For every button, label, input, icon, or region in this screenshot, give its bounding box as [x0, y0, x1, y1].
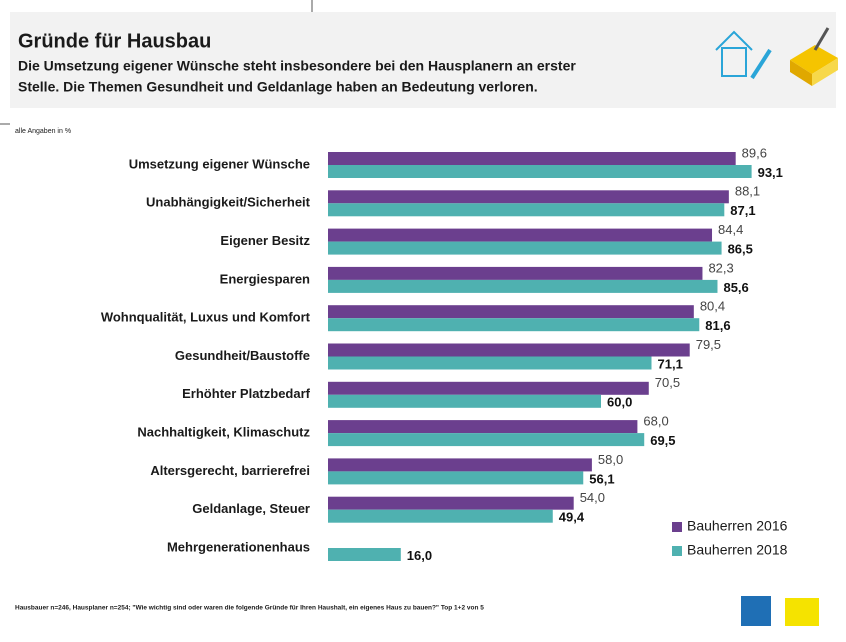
bar	[328, 458, 592, 472]
bar	[328, 394, 601, 408]
data-label: 89,6	[742, 145, 767, 160]
y-tick-label: Eigener Besitz	[220, 233, 310, 248]
bar	[328, 356, 652, 370]
legend-swatch	[672, 522, 682, 532]
icon-house	[715, 30, 772, 80]
data-label: 79,5	[696, 337, 721, 352]
data-label: 58,0	[598, 452, 623, 467]
bar	[328, 165, 752, 178]
data-label: 93,1	[758, 165, 783, 180]
y-tick-label: Unabhängigkeit/Sicherheit	[146, 195, 311, 210]
data-label: 70,5	[655, 375, 680, 390]
bar	[328, 420, 638, 434]
bar	[328, 433, 645, 447]
data-label: 81,6	[705, 318, 730, 333]
bar	[328, 509, 553, 523]
data-label: 69,5	[650, 433, 675, 448]
data-label: 54,0	[580, 490, 605, 505]
bar	[328, 471, 584, 485]
bar	[328, 279, 718, 293]
legend-label: Bauherren 2018	[687, 542, 788, 558]
note: alle Angaben in %	[15, 128, 71, 135]
subtitle: Stelle. Die Themen Gesundheit und Geldan…	[18, 79, 538, 95]
bar	[328, 548, 401, 561]
bar	[328, 190, 729, 204]
y-tick-label: Mehrgenerationenhaus	[167, 539, 310, 554]
data-label: 86,5	[728, 242, 753, 257]
bar	[328, 496, 574, 510]
chart-title: Gründe für Hausbau	[18, 30, 211, 52]
bar	[328, 266, 703, 280]
data-label: 80,4	[700, 299, 725, 314]
bar	[328, 318, 700, 332]
y-tick-label: Erhöhter Platzbedarf	[182, 386, 311, 401]
data-label: 88,1	[735, 184, 760, 199]
data-label: 16,0	[407, 548, 432, 563]
bar	[328, 241, 722, 255]
y-tick-label: Altersgerecht, barrierefrei	[150, 463, 310, 478]
legend-swatch	[672, 546, 682, 556]
y-tick-label: Energiesparen	[220, 271, 310, 286]
logo	[741, 596, 771, 626]
bar	[328, 203, 725, 217]
data-label: 49,4	[559, 510, 585, 525]
y-tick-label: Umsetzung eigener Wünsche	[129, 156, 310, 171]
bar	[328, 152, 736, 165]
data-label: 68,0	[643, 414, 668, 429]
legend-label: Bauherren 2016	[687, 518, 788, 534]
data-label: 85,6	[723, 280, 748, 295]
data-label: 60,0	[607, 395, 632, 410]
data-label: 84,4	[718, 222, 743, 237]
header-band	[10, 12, 836, 108]
y-tick-label: Wohnqualität, Luxus und Komfort	[101, 310, 311, 325]
icon-tool	[790, 27, 838, 86]
y-tick-label: Nachhaltigkeit, Klimaschutz	[137, 425, 310, 440]
data-label: 87,1	[730, 203, 755, 218]
bar	[328, 228, 713, 242]
data-label: 82,3	[708, 260, 733, 275]
bar	[328, 343, 690, 357]
footnote: Hausbauer n=246, Hausplaner n=254; "Wie …	[15, 605, 484, 612]
bar	[328, 381, 649, 395]
y-tick-label: Gesundheit/Baustoffe	[175, 348, 310, 363]
subtitle: Die Umsetzung eigener Wünsche steht insb…	[18, 58, 576, 74]
logo	[785, 598, 819, 626]
bar	[328, 305, 694, 319]
data-label: 71,1	[658, 356, 683, 371]
data-label: 56,1	[589, 471, 614, 486]
y-tick-label: Geldanlage, Steuer	[192, 501, 310, 516]
